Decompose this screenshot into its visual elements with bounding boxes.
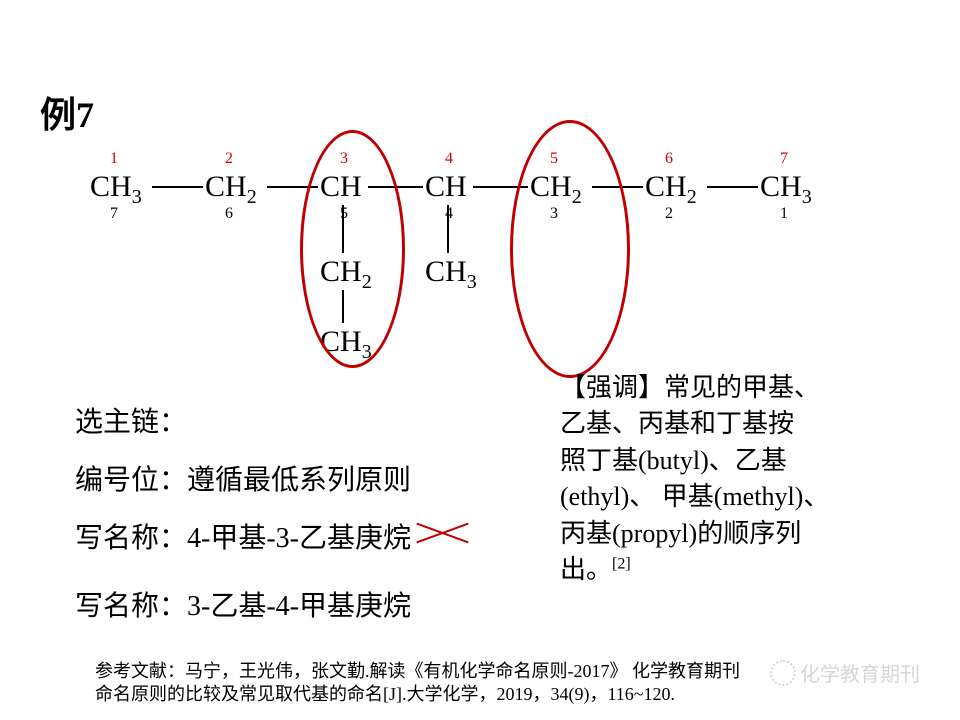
molecule-diagram: CH317CH226CH35CH44CH253CH262CH371CH2CH3C… <box>80 140 880 380</box>
step-label: 编号位： <box>75 465 187 496</box>
step-row-2: 编号位：遵循最低系列原则 <box>75 458 411 498</box>
bond-h-6 <box>707 186 758 188</box>
bottom-number-2: 6 <box>225 205 233 223</box>
step-label: 写名称： <box>75 523 187 554</box>
bond-v-b2-0 <box>447 205 449 253</box>
carbon-4: CH <box>425 170 467 204</box>
carbon-1: CH3 <box>90 170 142 209</box>
watermark-text: 化学教育期刊 <box>800 658 920 687</box>
step-value: 4-甲基-3-乙基庚烷 <box>187 523 411 554</box>
step-value: 遵循最低系列原则 <box>187 465 411 496</box>
watermark-icon <box>770 660 796 686</box>
highlight-oval-2 <box>510 120 630 378</box>
emphasis-note: 【强调】常见的甲基、乙基、丙基和丁基按照丁基(butyl)、乙基(ethyl)、… <box>560 370 950 588</box>
step-label: 写名称： <box>75 591 187 622</box>
carbon-2: CH2 <box>205 170 257 209</box>
watermark: 化学教育期刊 <box>770 658 920 687</box>
carbon-6: CH2 <box>645 170 697 209</box>
top-number-7: 7 <box>780 150 788 168</box>
step-row-1: 选主链： <box>75 400 187 440</box>
bottom-number-1: 7 <box>110 205 118 223</box>
bond-h-1 <box>152 186 203 188</box>
top-number-2: 2 <box>225 150 233 168</box>
step-label: 选主链： <box>75 407 187 438</box>
example-title: 例7 <box>40 86 94 138</box>
top-number-6: 6 <box>665 150 673 168</box>
step-row-3: 写名称：4-甲基-3-乙基庚烷 <box>75 516 411 556</box>
step-row-4: 写名称：3-乙基-4-甲基庚烷 <box>75 584 411 624</box>
top-number-4: 4 <box>445 150 453 168</box>
highlight-oval-1 <box>300 130 405 368</box>
step-value: 3-乙基-4-甲基庚烷 <box>187 591 411 622</box>
carbon-7: CH3 <box>760 170 812 209</box>
bottom-number-6: 2 <box>665 205 673 223</box>
top-number-1: 1 <box>110 150 118 168</box>
branch-carbon-b2-0: CH3 <box>425 255 477 294</box>
bottom-number-7: 1 <box>780 205 788 223</box>
